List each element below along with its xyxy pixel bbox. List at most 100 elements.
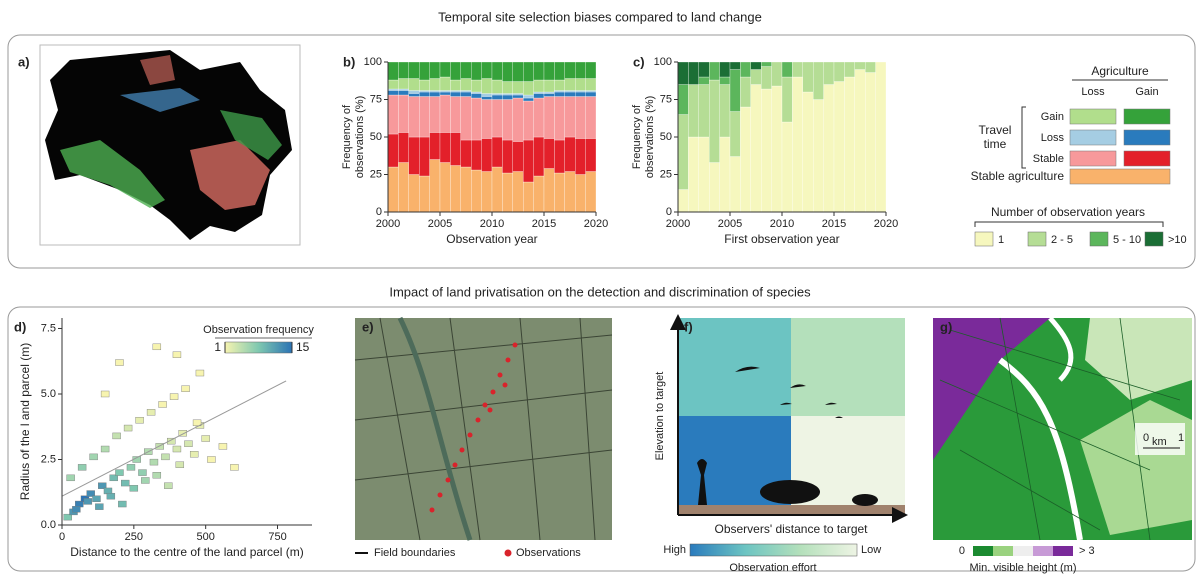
bar-segment (482, 94, 492, 97)
density-cell (161, 454, 169, 460)
bar-segment (388, 80, 398, 89)
aerial-e (355, 318, 612, 557)
legend-column: Loss (1081, 86, 1105, 98)
x-tick-label: 750 (268, 531, 286, 543)
bar-segment (523, 182, 533, 212)
density-cell (202, 436, 210, 442)
y-tick-label: 25 (660, 168, 672, 180)
bar-segment (430, 79, 440, 91)
bar-segment (586, 172, 596, 213)
density-cell (136, 417, 144, 423)
density-cell (182, 386, 190, 392)
bar-segment (450, 166, 460, 213)
bar-segment (419, 80, 429, 91)
scalebar-label: 1 (1178, 432, 1184, 444)
bar-segment (461, 167, 471, 212)
bar-segment (450, 97, 460, 133)
bar-segment (586, 97, 596, 139)
bar-segment (782, 77, 792, 122)
density-cell (115, 360, 123, 366)
legend-label: 2 - 5 (1051, 234, 1073, 246)
density-cell (153, 472, 161, 478)
bar-segment (751, 62, 761, 70)
bar-segment (544, 94, 554, 97)
bar-segment (430, 92, 440, 97)
bar-segment (482, 62, 492, 79)
bar-segment (699, 85, 709, 138)
x-tick-label: 2020 (584, 218, 608, 230)
bar-segment (388, 134, 398, 167)
bar-segment (565, 97, 575, 138)
axis-label: Observers' distance to target (714, 522, 868, 536)
bar-segment (398, 91, 408, 96)
bar-segment (398, 89, 408, 91)
bar-segment (492, 80, 502, 94)
legend-swatch (1070, 130, 1116, 145)
density-cell (95, 504, 103, 510)
legend-label: Observations (516, 547, 581, 559)
bar-segment (471, 140, 481, 170)
legend-label: >10 (1168, 234, 1187, 246)
bar-segment (761, 62, 771, 67)
bar-segment (565, 79, 575, 91)
x-tick-label: 0 (59, 531, 65, 543)
y-tick-label: 50 (660, 131, 672, 143)
bar-segment (586, 79, 596, 91)
legend-title: Number of observation years (991, 205, 1145, 219)
bar-segment (565, 172, 575, 213)
bar-segment (544, 80, 554, 92)
bar-segment (844, 77, 854, 212)
density-cell (173, 352, 181, 358)
bar-segment (409, 97, 419, 138)
bar-segment (575, 79, 585, 91)
bar-segment (502, 140, 512, 173)
y-tick-label: 0.0 (41, 519, 56, 531)
bar-segment (523, 98, 533, 101)
bar-segment (492, 62, 502, 80)
y-tick-label: 5.0 (41, 388, 56, 400)
density-cell (196, 370, 204, 376)
legend-group: Travel (979, 123, 1012, 137)
density-cell (90, 454, 98, 460)
bar-segment (461, 140, 471, 167)
bar-segment (534, 137, 544, 176)
y-tick-label: 75 (370, 93, 382, 105)
effort-label: High (663, 544, 686, 556)
bar-segment (471, 92, 481, 94)
bar-segment (792, 77, 802, 212)
density-cell (121, 480, 129, 486)
bar-segment (388, 62, 398, 80)
bar-segment (450, 91, 460, 93)
y-tick-label: 2.5 (41, 453, 56, 465)
bar-segment (554, 97, 564, 141)
bar-segment (471, 80, 481, 92)
x-tick-label: 2010 (770, 218, 794, 230)
bar-segment (865, 73, 875, 213)
bar-segment (803, 92, 813, 212)
density-cell (107, 493, 115, 499)
bar-segment (419, 92, 429, 97)
colorbar-title: Observation frequency (203, 324, 314, 336)
density-cell (84, 498, 92, 504)
bar-segment (419, 62, 429, 80)
bar-segment (740, 62, 750, 77)
panel-label: b) (343, 54, 355, 69)
bar-segment (688, 137, 698, 212)
section-title: Temporal site selection biases compared … (438, 9, 762, 24)
bar-segment (388, 89, 398, 91)
density-cell (173, 446, 181, 452)
bar-segment (720, 62, 730, 77)
x-tick-label: 2015 (822, 218, 846, 230)
panel-label: g) (940, 319, 952, 334)
bar-segment (554, 62, 564, 80)
bar-segment (678, 62, 688, 85)
bar-segment (720, 137, 730, 212)
effort-label: Low (861, 544, 881, 556)
bar-segment (502, 100, 512, 141)
legend-column: Gain (1135, 86, 1158, 98)
bar-segment (388, 91, 398, 96)
y-tick-label: 7.5 (41, 322, 56, 334)
bar-segment (730, 62, 740, 70)
x-tick-label: 2010 (480, 218, 504, 230)
bar-segment (450, 62, 460, 80)
